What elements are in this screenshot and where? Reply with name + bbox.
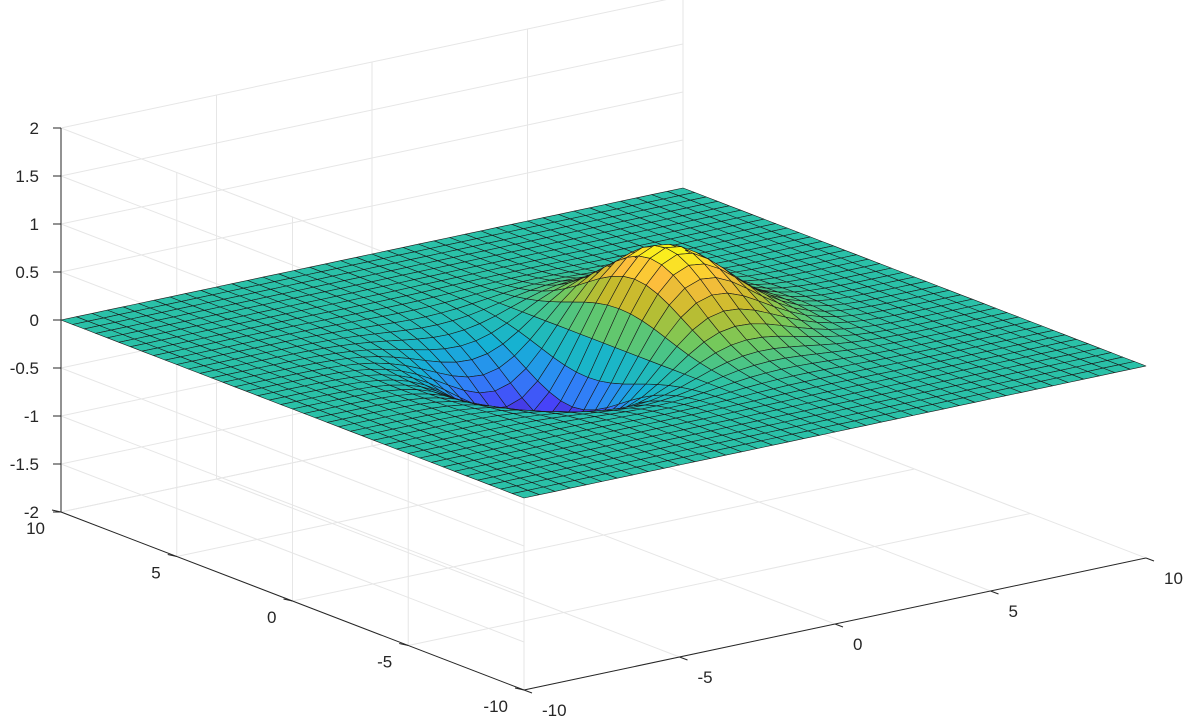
y-tick-mark: [514, 687, 525, 691]
x-tick-label: 10: [1164, 569, 1183, 588]
y-tick-label: 0: [267, 608, 276, 627]
x-tick-mark: [523, 689, 533, 694]
z-tick-label: -1: [24, 407, 39, 426]
surface-layer: [60, 187, 1147, 499]
grid-line-z-back: [60, 91, 684, 225]
z-tick-label: -1.5: [10, 455, 39, 474]
x-tick-mark: [679, 656, 688, 661]
grid-line-z-left: [60, 463, 525, 643]
y-tick-label: 10: [26, 519, 45, 538]
label-layer: -2 -1.5 -1 -0.5 0 0.5 1 1.5 2 -10 -5 0 5 10 -10 -5 0 5 10: [10, 119, 1183, 718]
grid-line-y-floor: [408, 513, 1031, 646]
y-tick-mark: [167, 554, 177, 557]
grid-line-z-back: [60, 0, 667, 129]
x-tick-mark: [834, 623, 844, 628]
grid-line-z-back: [60, 43, 684, 177]
z-tick-label: 2: [30, 119, 39, 138]
x-tick-label: 5: [1009, 602, 1018, 621]
grid-line-z-back: [60, 139, 684, 273]
x-tick-mark: [1145, 557, 1155, 562]
y-tick-mark: [283, 598, 293, 602]
y-tick-label: -10: [483, 697, 508, 716]
y-tick-label: -5: [377, 653, 392, 672]
z-tick-label: 1: [30, 215, 39, 234]
grid-line-y-floor: [292, 468, 915, 602]
x-tick-label: 0: [853, 635, 862, 654]
z-tick-label: 1.5: [15, 167, 39, 186]
grid-line-z-left: [60, 415, 525, 595]
x-tick-mark: [990, 590, 999, 595]
z-tick-label: -0.5: [10, 359, 39, 378]
z-tick-label: -2: [24, 503, 39, 522]
x-tick-label: -5: [698, 668, 713, 687]
surface-patch: [1118, 361, 1147, 370]
y-tick-label: 5: [151, 564, 160, 583]
y-tick-mark: [399, 643, 409, 646]
z-tick-label: 0.5: [15, 263, 39, 282]
y-tick-mark: [51, 509, 62, 513]
x-tick-label: -10: [542, 701, 567, 718]
z-tick-label: 0: [30, 311, 39, 330]
grid-line-z-left: [60, 367, 525, 547]
